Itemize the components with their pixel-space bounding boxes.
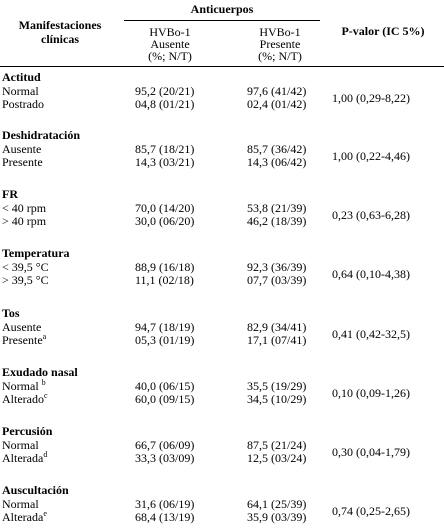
group-title: FR (2, 187, 18, 201)
cell: 11,1 (02/18) (135, 273, 194, 287)
row-label-text: Normal (2, 438, 39, 452)
cell: 85,7 (36/42) (247, 142, 307, 156)
p-value: 0,23 (0,63-6,28) (332, 208, 410, 222)
footnote-mark: d (43, 450, 48, 459)
row-label-text: Normal (2, 84, 39, 98)
row-label: > 40 rpm (2, 215, 46, 228)
column-subheader: Ausente (150, 37, 190, 51)
row-label: > 39,5 °C (2, 274, 49, 287)
cell: 53,8 (21/39) (247, 201, 307, 215)
cell: 35,5 (19/29) (247, 379, 307, 393)
row-label-text: Postrado (2, 97, 44, 111)
cell: 60,0 (09/15) (135, 392, 195, 406)
row-label-text: Ausente (2, 320, 42, 334)
row-label-text: < 39,5 °C (2, 260, 49, 274)
row-label: < 39,5 °C (2, 261, 49, 274)
footnote-mark: e (43, 509, 47, 518)
cell: 82,9 (34/41) (247, 320, 307, 334)
cell: 35,9 (03/39) (247, 510, 307, 524)
footnote-mark: a (42, 332, 47, 341)
group-title: Temperatura (2, 246, 70, 260)
footnote-mark: c (43, 391, 48, 400)
footnote-mark: b (41, 378, 46, 387)
cell: 07,7 (03/39) (247, 273, 307, 287)
row-label-text: Ausente (2, 142, 42, 156)
group-title: Tos (2, 306, 20, 320)
cell: 64,1 (25/39) (247, 497, 307, 511)
cell: 88,9 (16/18) (135, 260, 195, 274)
cell: 66,7 (06/09) (135, 438, 195, 452)
cell: 14,3 (06/42) (247, 155, 307, 169)
cell: 05,3 (01/19) (135, 333, 195, 347)
row-label: Alteradae (2, 509, 47, 524)
row-label: Postrado (2, 98, 44, 111)
row-label: Alteradad (2, 450, 48, 465)
row-label: Presentea (2, 332, 47, 347)
p-value: 0,64 (0,10-4,38) (332, 267, 410, 281)
p-value: 0,74 (0,25-2,65) (332, 504, 410, 518)
group-title: Actitud (2, 70, 41, 84)
row-label-text: > 39,5 °C (2, 273, 49, 287)
cell: 02,4 (01/42) (247, 97, 307, 111)
cell: 92,3 (36/39) (247, 260, 307, 274)
group-title: Deshidratación (2, 128, 80, 142)
p-value: 1,00 (0,29-8,22) (332, 91, 410, 105)
group-header: Anticuerpos (190, 2, 254, 16)
group-title: Exudado nasal (2, 365, 78, 379)
row-label: Alteradoc (2, 391, 48, 406)
header-rule (124, 20, 320, 21)
p-value: 0,10 (0,09-1,26) (332, 386, 410, 400)
cell: 85,7 (18/21) (135, 142, 195, 156)
row-label: Presente (2, 156, 43, 169)
p-value: 0,41 (0,42-32,5) (332, 327, 410, 341)
row-label-text: Alterada (2, 451, 44, 465)
cell: 14,3 (03/21) (135, 155, 195, 169)
column-subheader: (%; N/T) (258, 49, 302, 63)
cell: 33,3 (03/09) (135, 451, 195, 465)
cell: 12,5 (03/24) (247, 451, 307, 465)
cell: 31,6 (06/19) (135, 497, 195, 511)
cell: 40,0 (06/15) (135, 379, 195, 393)
row-label: Normal (2, 439, 39, 452)
group-title: Auscultación (2, 483, 69, 497)
cell: 94,7 (18/19) (135, 320, 195, 334)
row-label: Normal b (2, 378, 46, 393)
row-label: Normal (2, 498, 39, 511)
p-value: 0,30 (0,04-1,79) (332, 445, 410, 459)
cell: 68,4 (13/19) (135, 510, 195, 524)
cell: 70,0 (14/20) (135, 201, 195, 215)
cell: 17,1 (07/41) (247, 333, 307, 347)
column-header: Manifestaciones clínicas (18, 18, 102, 46)
row-label-text: Presente (2, 155, 43, 169)
column-subheader: Presente (259, 37, 301, 51)
row-label-text: < 40 rpm (2, 201, 47, 215)
row-label: Normal (2, 85, 39, 98)
row-label-text: Presente (2, 333, 43, 347)
group-title: Percusión (2, 424, 53, 438)
row-label-text: Normal (2, 497, 39, 511)
p-value: 1,00 (0,22-4,46) (332, 149, 410, 163)
cell: 97,6 (41/42) (247, 84, 307, 98)
column-header: P-valor (IC 5%) (341, 24, 425, 38)
cell: 30,0 (06/20) (135, 214, 195, 228)
row-label: Ausente (2, 321, 41, 334)
row-label-text: Alterada (2, 510, 44, 524)
cell: 87,5 (21/24) (247, 438, 307, 452)
row-label: Ausente (2, 143, 41, 156)
column-subheader: HVBo-1 (259, 25, 301, 39)
row-label-text: > 40 rpm (2, 214, 47, 228)
header-rule (0, 66, 444, 67)
row-label-text: Alterado (2, 392, 44, 406)
column-subheader: HVBo-1 (149, 25, 191, 39)
row-label-text: Normal (2, 379, 42, 393)
cell: 46,2 (18/39) (247, 214, 307, 228)
cell: 34,5 (10/29) (247, 392, 307, 406)
column-subheader: (%; N/T) (148, 49, 192, 63)
cell: 95,2 (20/21) (135, 84, 195, 98)
row-label: < 40 rpm (2, 202, 46, 215)
cell: 04,8 (01/21) (135, 97, 195, 111)
